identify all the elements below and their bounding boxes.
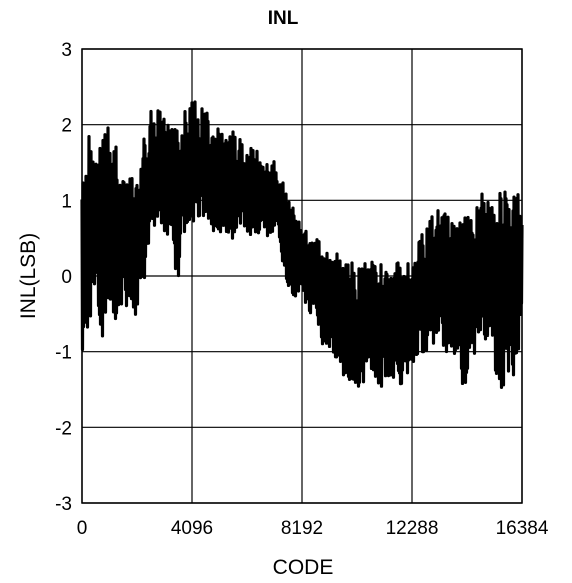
x-tick-label: 16384 xyxy=(496,518,549,539)
y-tick-labels: -3 -2 -1 0 1 2 3 xyxy=(55,40,72,515)
x-tick-labels: 0 4096 8192 12288 16384 xyxy=(77,518,549,539)
x-tick-label: 8192 xyxy=(281,518,323,539)
y-tick-label: 0 xyxy=(61,267,72,288)
x-tick-label: 0 xyxy=(77,518,88,539)
y-tick-label: 2 xyxy=(61,116,72,137)
y-tick-label: -1 xyxy=(55,343,72,364)
y-tick-label: -2 xyxy=(55,418,72,439)
x-tick-label: 4096 xyxy=(171,518,213,539)
inl-series-line xyxy=(80,100,524,390)
x-tick-label: 12288 xyxy=(386,518,439,539)
y-tick-label: 3 xyxy=(61,40,72,61)
y-tick-label: -3 xyxy=(55,494,72,515)
chart-title: INL xyxy=(268,8,299,29)
plot-frame xyxy=(81,48,523,504)
plot-area xyxy=(80,100,524,390)
y-tick-label: 1 xyxy=(61,191,72,212)
y-axis-label: INL(LSB) xyxy=(17,233,40,319)
x-axis-label: CODE xyxy=(273,556,334,579)
